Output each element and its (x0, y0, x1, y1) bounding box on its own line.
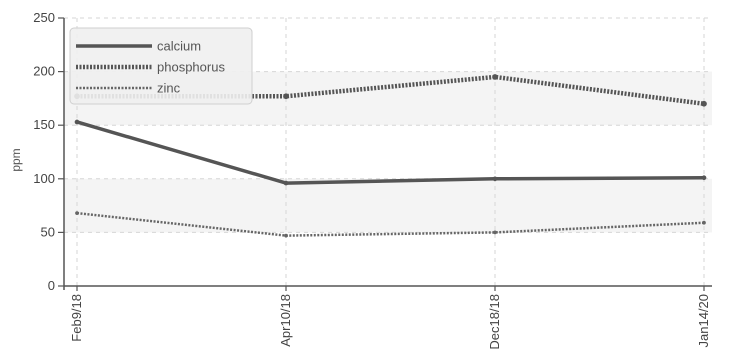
axes (58, 17, 712, 291)
y-tick-label: 50 (41, 224, 55, 239)
series-line-calcium (76, 120, 705, 185)
x-tick-labels: Feb9/18 Apr10/18 Dec18/18 Jan14/20 (69, 294, 711, 350)
x-tick-label: Feb9/18 (69, 294, 84, 342)
background-band (64, 178, 712, 233)
legend-label-calcium: calcium (157, 39, 201, 54)
data-point-zinc (75, 211, 79, 215)
data-point-phosphorus (492, 74, 498, 80)
y-tick-label: 0 (48, 278, 55, 293)
legend-label-phosphorus: phosphorus (157, 60, 225, 75)
data-point-calcium (701, 175, 707, 181)
data-point-calcium (74, 119, 80, 125)
data-point-zinc (702, 220, 706, 225)
x-tick-label: Apr10/18 (278, 294, 293, 347)
y-tick-label: 200 (33, 64, 55, 79)
data-point-calcium (492, 176, 498, 182)
y-tick-label: 250 (33, 10, 55, 25)
y-axis-label: ppm (9, 148, 23, 171)
data-point-calcium (283, 180, 289, 186)
y-tick-label: 100 (33, 171, 55, 186)
x-tick-label: Jan14/20 (696, 294, 711, 348)
data-point-zinc (493, 230, 497, 235)
series-lines (74, 74, 707, 238)
data-point-zinc (284, 233, 288, 238)
data-point-phosphorus (701, 100, 707, 107)
y-tick-labels: 0 50 100 150 200 250 (33, 10, 55, 293)
y-tick-label: 150 (33, 117, 55, 132)
x-tick-label: Dec18/18 (487, 294, 502, 350)
series-line-zinc (76, 211, 705, 237)
legend: calcium phosphorus zinc (69, 27, 253, 105)
data-point-phosphorus (283, 93, 289, 100)
legend-label-zinc: zinc (157, 81, 181, 96)
